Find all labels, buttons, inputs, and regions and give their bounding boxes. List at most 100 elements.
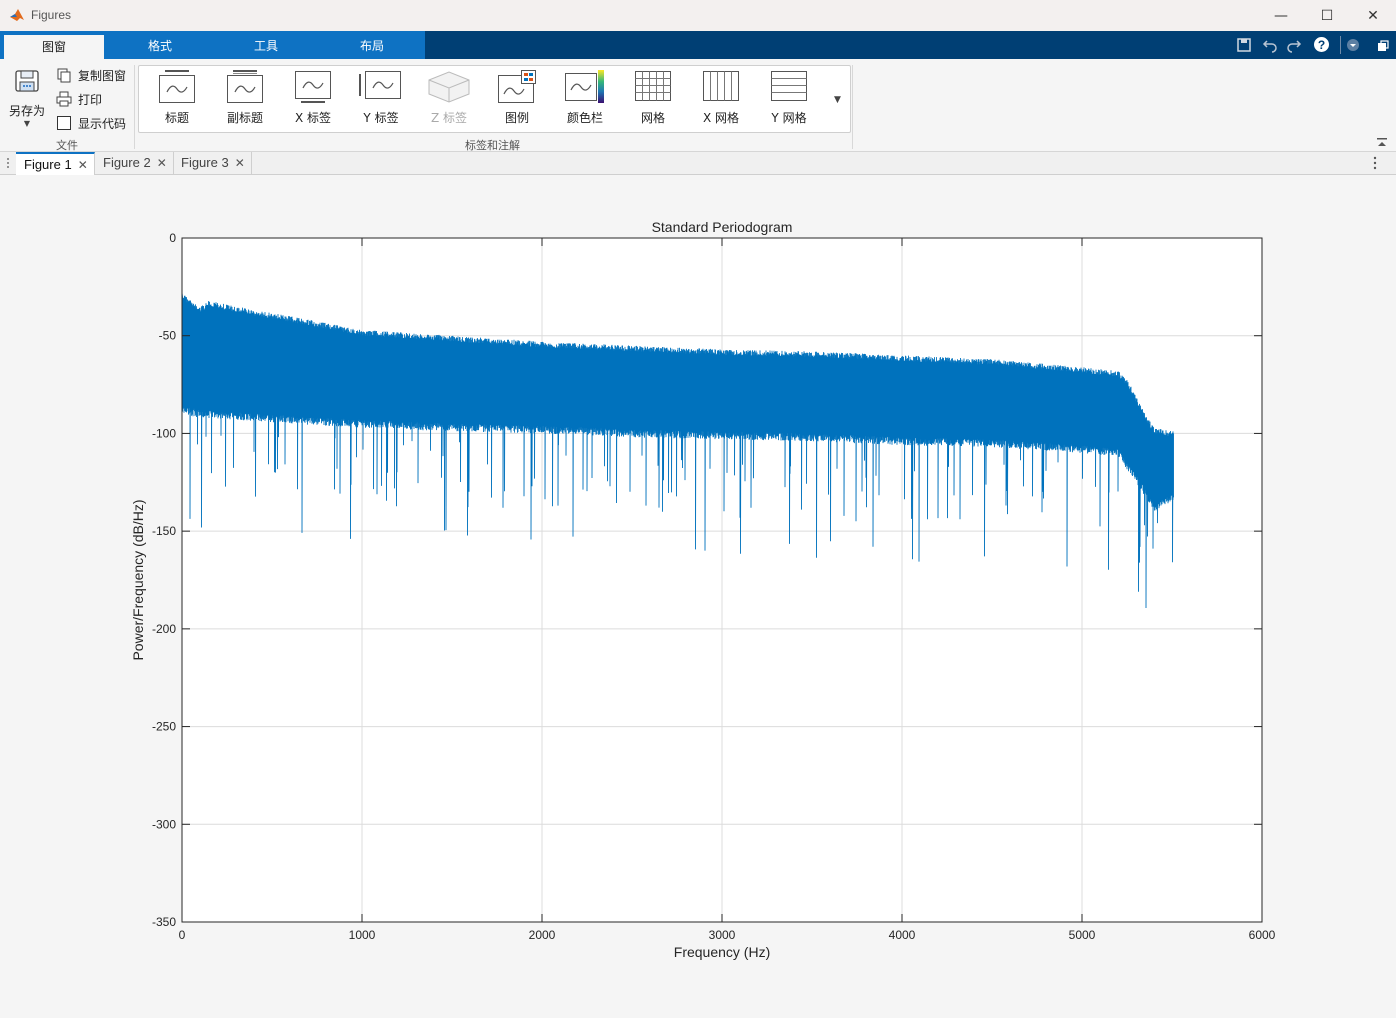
x-label-icon <box>295 71 331 103</box>
legend-button-label: 图例 <box>504 111 529 125</box>
grid-icon <box>635 71 671 101</box>
window-title: Figures <box>31 8 72 22</box>
close-tab-icon[interactable]: ✕ <box>156 156 167 170</box>
subtitle-button[interactable]: 副标题 <box>213 70 277 130</box>
y-grid-button[interactable]: Y 网格 <box>757 70 821 130</box>
tab-figure-2[interactable]: Figure 2 ✕ <box>95 152 174 174</box>
x-tick-label: 4000 <box>889 928 916 942</box>
colorbar-button[interactable]: 颜色栏 <box>553 70 617 130</box>
save-as-dropdown-icon[interactable]: ▼ <box>23 119 31 128</box>
z-label-button[interactable]: Z 标签 <box>417 70 481 130</box>
help-icon[interactable]: ? <box>1313 36 1330 53</box>
toolbar-divider <box>1340 36 1341 54</box>
tab-figure-1[interactable]: Figure 1 ✕ <box>16 152 95 175</box>
subtitle-button-label: 副标题 <box>226 111 263 125</box>
printer-icon <box>56 91 72 107</box>
figure-canvas: 0 1000 2000 3000 4000 5000 6000 0 -50 -100 -150 -20… <box>0 175 1396 1015</box>
tab-format[interactable]: 格式 <box>147 39 172 53</box>
save-as-label: 另存为 <box>8 104 45 118</box>
checkbox-icon[interactable] <box>56 115 72 131</box>
y-grid-button-label: Y 网格 <box>771 111 807 125</box>
periodogram-axes[interactable]: 0 1000 2000 3000 4000 5000 6000 0 -50 -100 -150 -20… <box>0 175 1396 1015</box>
y-tick-label: -200 <box>152 622 176 636</box>
z-label-button-label: Z 标签 <box>430 111 468 125</box>
ribbon-tab-strip: 图窗 格式 工具 布局 <box>0 31 1396 59</box>
title-icon <box>159 70 195 103</box>
y-tick-label: -100 <box>152 426 176 440</box>
copy-icon <box>57 68 71 83</box>
figure-document-tabs: Figure 1 ✕ Figure 2 ✕ Figure 3 ✕ <box>0 152 1396 175</box>
colorbar-button-label: 颜色栏 <box>566 111 603 125</box>
show-code-checkbox[interactable]: 显示代码 <box>56 113 126 133</box>
svg-text:?: ? <box>1318 38 1325 52</box>
matlab-logo-icon <box>10 9 24 21</box>
close-window-button[interactable]: ✕ <box>1367 7 1379 24</box>
y-label-icon <box>359 71 401 99</box>
drag-handle-icon[interactable] <box>5 157 11 169</box>
more-options-icon[interactable] <box>1372 156 1378 170</box>
legend-button[interactable]: 图例 <box>485 70 549 130</box>
group-separator <box>134 65 135 149</box>
save-as-button[interactable]: 另存为 ▼ <box>4 67 50 128</box>
x-grid-button[interactable]: X 网格 <box>689 70 753 130</box>
y-tick-label: -350 <box>152 915 176 929</box>
undo-icon[interactable] <box>1262 37 1278 53</box>
tab-figure[interactable]: 图窗 <box>4 33 104 59</box>
tab-figure-2-label: Figure 2 <box>103 155 151 170</box>
gallery-expand-icon[interactable]: ▼ <box>834 95 841 105</box>
grid-button[interactable]: 网格 <box>621 70 685 130</box>
annotate-group-label: 标签和注解 <box>465 139 520 152</box>
tab-layout[interactable]: 布局 <box>359 39 384 53</box>
save-icon[interactable] <box>1236 37 1252 53</box>
title-button[interactable]: 标题 <box>145 70 209 130</box>
x-tick-label: 1000 <box>349 928 376 942</box>
x-grid-icon <box>703 71 739 101</box>
floppy-disk-icon <box>15 70 39 92</box>
ribbon-toolstrip: 另存为 ▼ 复制图窗 打印 显示代码 文件 标题 副标题 X 标签 Y 标签 <box>0 59 1396 152</box>
labels-annotations-gallery: 标题 副标题 X 标签 Y 标签 Z 标签 图例 颜色栏 网格 <box>138 65 851 133</box>
copy-figure-label: 复制图窗 <box>78 68 127 83</box>
close-tab-icon[interactable]: ✕ <box>234 156 245 170</box>
x-tick-label: 3000 <box>709 928 736 942</box>
y-tick-label: -50 <box>159 329 177 343</box>
x-tick-label: 2000 <box>529 928 556 942</box>
x-label-button[interactable]: X 标签 <box>281 70 345 130</box>
maximize-button[interactable]: ☐ <box>1320 7 1334 24</box>
colorbar-icon <box>565 70 604 103</box>
periodogram-line <box>181 292 1174 893</box>
undock-icon[interactable] <box>1376 39 1390 53</box>
x-axis-label: Frequency (Hz) <box>674 944 770 960</box>
tab-figure-1-label: Figure 1 <box>24 157 72 172</box>
close-tab-icon[interactable]: ✕ <box>77 158 88 172</box>
group-separator <box>852 65 853 149</box>
file-group-label: 文件 <box>56 139 78 152</box>
y-label-button[interactable]: Y 标签 <box>349 70 413 130</box>
print-label: 打印 <box>78 92 103 107</box>
chart-title: Standard Periodogram <box>652 219 793 235</box>
show-code-label: 显示代码 <box>78 116 127 131</box>
quick-access-dropdown-icon[interactable] <box>1346 38 1360 52</box>
y-tick-label: 0 <box>169 231 176 245</box>
tab-figure-3[interactable]: Figure 3 ✕ <box>173 152 252 174</box>
y-axis-label: Power/Frequency (dB/Hz) <box>130 499 146 660</box>
y-label-button-label: Y 标签 <box>363 111 399 125</box>
title-button-label: 标题 <box>164 111 189 125</box>
x-grid-button-label: X 网格 <box>702 111 740 125</box>
x-tick-label: 0 <box>179 928 186 942</box>
z-label-icon <box>428 71 470 103</box>
minimize-button[interactable]: — <box>1274 7 1288 24</box>
window-titlebar: Figures — ☐ ✕ <box>0 0 1396 32</box>
tab-tools[interactable]: 工具 <box>253 39 278 53</box>
print-button[interactable]: 打印 <box>56 89 102 109</box>
subtitle-icon <box>227 70 263 103</box>
y-tick-label: -300 <box>152 817 176 831</box>
collapse-ribbon-icon[interactable] <box>1376 137 1388 149</box>
tab-figure-3-label: Figure 3 <box>181 155 229 170</box>
redo-icon[interactable] <box>1286 37 1302 53</box>
x-tick-label: 6000 <box>1249 928 1276 942</box>
x-tick-label: 5000 <box>1069 928 1096 942</box>
y-tick-label: -250 <box>152 720 176 734</box>
copy-figure-button[interactable]: 复制图窗 <box>56 65 126 85</box>
y-tick-label: -150 <box>152 524 176 538</box>
legend-icon <box>498 70 536 103</box>
